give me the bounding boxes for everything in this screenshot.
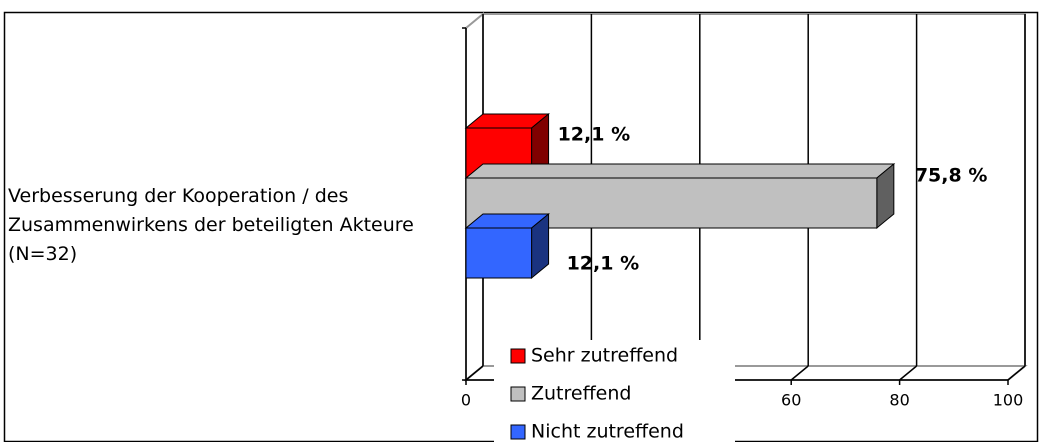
legend-swatch <box>510 386 526 402</box>
x-tick-label: 0 <box>461 391 471 410</box>
grid-line-floor <box>790 365 809 381</box>
legend-swatch <box>510 424 526 440</box>
x-tick-label: 100 <box>993 391 1024 410</box>
legend-label: Nicht zutreffend <box>531 421 684 442</box>
x-tick-label: 80 <box>889 391 909 410</box>
legend-box <box>494 340 735 442</box>
grid-line-floor <box>899 365 918 381</box>
value-label: 12,1 % <box>558 124 631 146</box>
category-label: Verbesserung der Kooperation / des Zusam… <box>8 185 414 265</box>
legend-label: Zutreffend <box>531 383 631 405</box>
value-label: 75,8 % <box>915 165 988 187</box>
bar <box>465 227 533 279</box>
legend-label: Sehr zutreffend <box>531 345 678 367</box>
grid-line-floor <box>1007 365 1026 381</box>
value-label: 12,1 % <box>567 253 640 275</box>
x-tick-label: 60 <box>781 391 801 410</box>
grid-line-floor <box>465 365 484 381</box>
legend-swatch <box>510 348 526 364</box>
bar-top <box>464 163 896 179</box>
